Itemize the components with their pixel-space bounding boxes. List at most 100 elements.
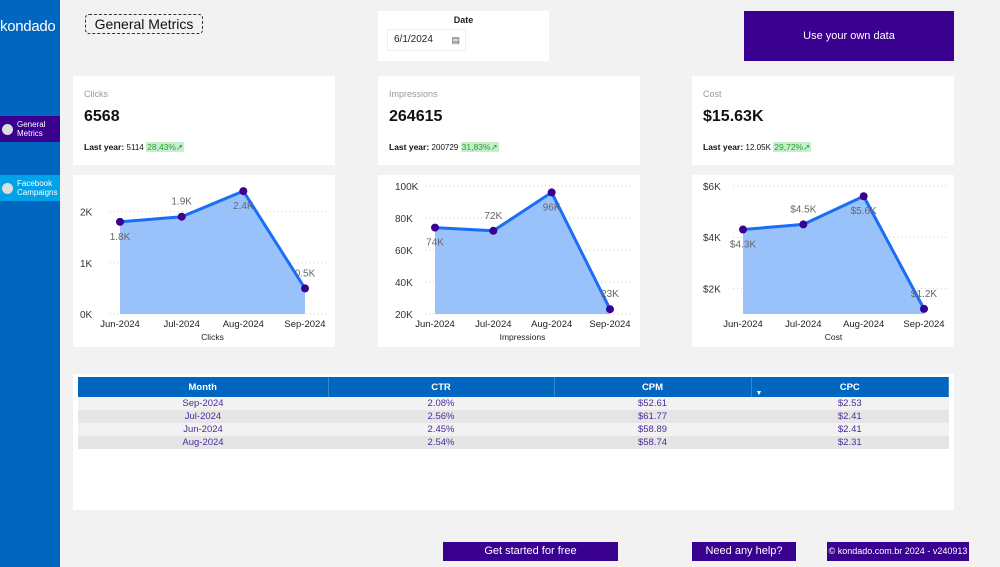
y-tick-label: 60K: [395, 246, 413, 257]
table-cell: $61.77: [554, 410, 751, 423]
arrow-up-right-icon: ↗: [490, 142, 498, 152]
circle-icon: [2, 123, 13, 135]
need-help-button[interactable]: Need any help?: [692, 542, 796, 561]
table-cell: $2.41: [751, 410, 949, 423]
x-tick-label: Aug-2024: [223, 319, 264, 330]
y-tick-label: 2K: [80, 208, 93, 219]
data-point[interactable]: [547, 188, 556, 197]
change-badge: 31,83%↗: [460, 142, 499, 152]
kpi-card-clicks: Clicks 6568 Last year: 5114 28,43%↗: [73, 76, 335, 165]
y-tick-label: 20K: [395, 310, 413, 321]
table-cell: 2.54%: [328, 436, 554, 449]
metrics-table: Month CTR CPM ▼ CPC Sep-2024 2.08% $52.61 $2…: [73, 374, 954, 510]
x-axis-title: Cost: [825, 332, 843, 342]
table-cell: $2.31: [751, 436, 949, 449]
data-point[interactable]: [431, 223, 439, 232]
sort-descending-icon[interactable]: ▼: [755, 390, 763, 397]
x-tick-label: Aug-2024: [531, 319, 572, 330]
table-cell: 2.08%: [328, 397, 554, 410]
column-header-ctr[interactable]: CTR: [328, 377, 555, 397]
kpi-card-impressions: Impressions 264615 Last year: 200729 31,…: [378, 76, 640, 165]
data-point[interactable]: [116, 217, 124, 226]
data-label: 74K: [426, 238, 444, 249]
kpi-value: 6568: [84, 108, 120, 125]
arrow-up-right-icon: ↗: [175, 142, 184, 152]
x-tick-label: Jul-2024: [475, 319, 511, 330]
data-point[interactable]: [301, 284, 309, 293]
y-tick-label: 80K: [395, 214, 413, 225]
table-cell: Jun-2024: [78, 423, 328, 436]
table-row[interactable]: Aug-2024 2.54% $58.74 $2.31: [78, 436, 949, 449]
data-point[interactable]: [920, 304, 928, 313]
logo: kondado: [0, 18, 56, 35]
x-tick-label: Jul-2024: [785, 319, 821, 330]
y-tick-label: 100K: [395, 182, 419, 193]
y-tick-label: $6K: [703, 182, 721, 193]
data-label: $4.5K: [790, 204, 816, 215]
page-title: General Metrics: [85, 14, 203, 34]
chart-impressions: 20K 40K 60K 80K 100K 74K Jun-2024 72K Jul-2024 96…: [378, 175, 640, 347]
calendar-icon[interactable]: ▤: [451, 35, 460, 45]
last-year-label: Last year:: [84, 142, 125, 152]
table-cell: $52.61: [554, 397, 751, 410]
table-row[interactable]: Sep-2024 2.08% $52.61 $2.53: [78, 397, 949, 410]
table-cell: Aug-2024: [78, 436, 328, 449]
copyright-link[interactable]: © kondado.com.br 2024 - v240913: [827, 542, 969, 561]
date-input[interactable]: 6/1/2024 ▤: [387, 29, 466, 51]
x-tick-label: Sep-2024: [589, 319, 630, 330]
change-badge: 28,43%↗: [146, 142, 185, 152]
data-label: $4.3K: [730, 240, 756, 251]
data-point[interactable]: [799, 220, 808, 229]
last-year-label: Last year:: [389, 142, 430, 152]
x-tick-label: Jun-2024: [100, 319, 140, 330]
series-line: [434, 190, 612, 310]
date-filter: Date 6/1/2024 ▤: [378, 11, 549, 61]
table-row[interactable]: Jul-2024 2.56% $61.77 $2.41: [78, 410, 949, 423]
data-point[interactable]: [859, 192, 868, 201]
arrow-up-right-icon: ↗: [803, 142, 811, 152]
kpi-last-year: Last year: 200729 31,83%↗: [389, 142, 499, 153]
data-point[interactable]: [239, 187, 248, 196]
series-line: [742, 194, 926, 310]
data-label: 96K: [543, 202, 561, 213]
column-header-month[interactable]: Month: [78, 377, 329, 397]
sidebar-item-general-metrics[interactable]: General Metrics: [0, 116, 60, 142]
x-tick-label: Sep-2024: [903, 319, 944, 330]
sidebar: kondado General Metrics Facebook Campaig…: [0, 0, 60, 567]
data-point[interactable]: [739, 225, 747, 234]
data-point[interactable]: [177, 212, 186, 221]
table-cell: Jul-2024: [78, 410, 328, 423]
y-tick-label: 1K: [80, 259, 93, 270]
kpi-value: $15.63K: [703, 108, 764, 125]
data-label: 0.5K: [295, 268, 316, 279]
last-year-value: 12.05K: [745, 143, 771, 152]
data-label: 1.8K: [110, 232, 131, 243]
circle-icon: [2, 182, 13, 194]
kpi-card-cost: Cost $15.63K Last year: 12.05K 29,72%↗: [692, 76, 954, 165]
change-value: 28,43%: [147, 142, 176, 152]
x-axis-title: Clicks: [201, 332, 224, 342]
x-axis-title: Impressions: [500, 332, 546, 342]
table-row[interactable]: Jun-2024 2.45% $58.89 $2.41: [78, 423, 949, 436]
get-started-button[interactable]: Get started for free: [443, 542, 618, 561]
column-header-cpm[interactable]: CPM: [554, 377, 752, 397]
use-own-data-button[interactable]: Use your own data: [744, 11, 954, 61]
sidebar-item-facebook-campaigns[interactable]: Facebook Campaigns: [0, 175, 60, 201]
y-tick-label: $4K: [703, 233, 721, 244]
sidebar-item-label: Facebook Campaigns: [17, 179, 58, 197]
last-year-value: 200729: [431, 143, 459, 152]
data-point[interactable]: [606, 305, 614, 314]
column-header-cpc[interactable]: ▼ CPC: [751, 377, 949, 397]
table-cell: Sep-2024: [78, 397, 328, 410]
table-cell: $2.41: [751, 423, 949, 436]
data-point[interactable]: [489, 226, 498, 235]
table-cell: 2.56%: [328, 410, 554, 423]
last-year-label: Last year:: [703, 142, 744, 152]
x-tick-label: Sep-2024: [284, 319, 325, 330]
y-tick-label: $2K: [703, 284, 721, 295]
change-value: 31,83%: [461, 142, 491, 152]
data-label: $1.2K: [911, 289, 937, 300]
kpi-last-year: Last year: 12.05K 29,72%↗: [703, 142, 812, 153]
table-cell: 2.45%: [328, 423, 554, 436]
column-header-label: CPC: [839, 381, 860, 393]
